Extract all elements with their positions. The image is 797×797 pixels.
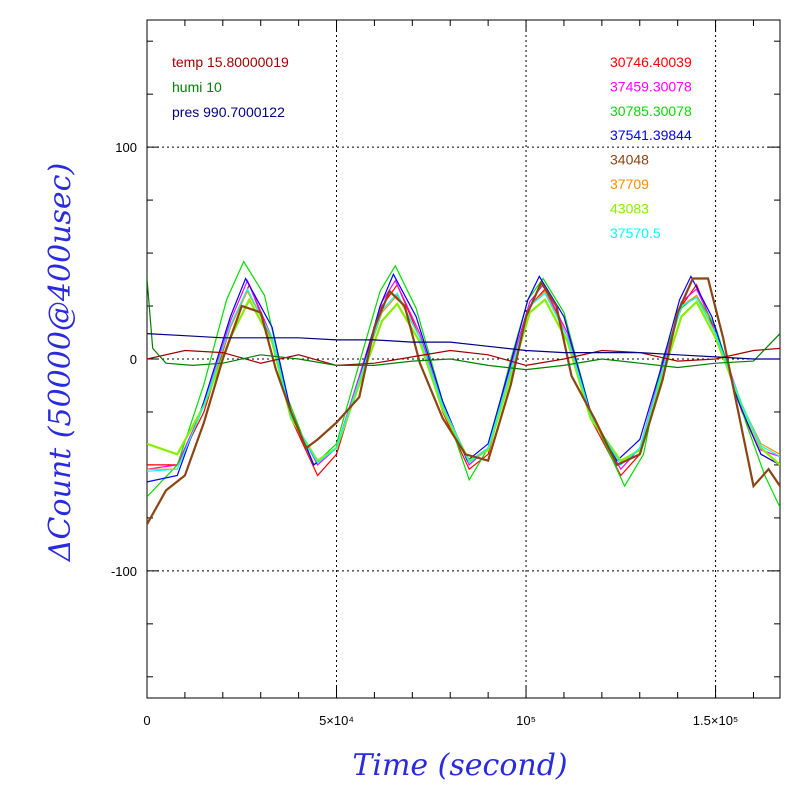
legend-left-entry: pres 990.7000122	[172, 104, 285, 120]
legend-layer: temp 15.80000019 humi 10 pres 990.7000122 3…	[172, 54, 692, 241]
x-tick-label: 0	[143, 713, 150, 728]
y-tick-label: 100	[115, 140, 137, 155]
series-line	[147, 333, 780, 360]
grid-layer	[147, 20, 780, 698]
legend-right-entry: 30785.30078	[610, 103, 692, 119]
x-tick-label: 1.5×10⁵	[693, 713, 739, 728]
y-tick-label: -100	[111, 564, 137, 579]
legend-right-entry: 43083	[610, 200, 649, 216]
series-line	[147, 277, 780, 525]
tick-layer: 0 5×10⁴ 10⁵ 1.5×10⁵ 100 0 -100	[111, 20, 780, 728]
legend-left-entry: temp 15.80000019	[172, 54, 289, 70]
legend-right-entry: 30746.40039	[610, 54, 692, 70]
series-line	[147, 279, 780, 471]
series-line	[147, 283, 780, 477]
series-line	[147, 272, 780, 483]
x-axis-title: Time (second)	[352, 748, 567, 783]
y-tick-label: 0	[130, 352, 137, 367]
series-line	[147, 287, 780, 472]
legend-right-entry: 37541.39844	[610, 127, 692, 143]
series-line	[147, 289, 780, 470]
legend-right-entry: 37459.30078	[610, 78, 692, 94]
series-line	[147, 260, 780, 508]
legend-right-entry: 37709	[610, 176, 649, 192]
legend-right-entry: 34048	[610, 152, 649, 168]
x-tick-label: 10⁵	[516, 713, 536, 728]
series-line	[147, 347, 780, 367]
series-layer	[147, 260, 780, 525]
series-line	[147, 297, 780, 466]
y-axis-title: ΔCount (50000@400usec)	[43, 163, 78, 562]
legend-right-entry: 37570.5	[610, 225, 661, 241]
series-line	[147, 278, 780, 371]
legend-left-entry: humi 10	[172, 79, 222, 95]
x-tick-label: 5×10⁴	[319, 713, 354, 728]
